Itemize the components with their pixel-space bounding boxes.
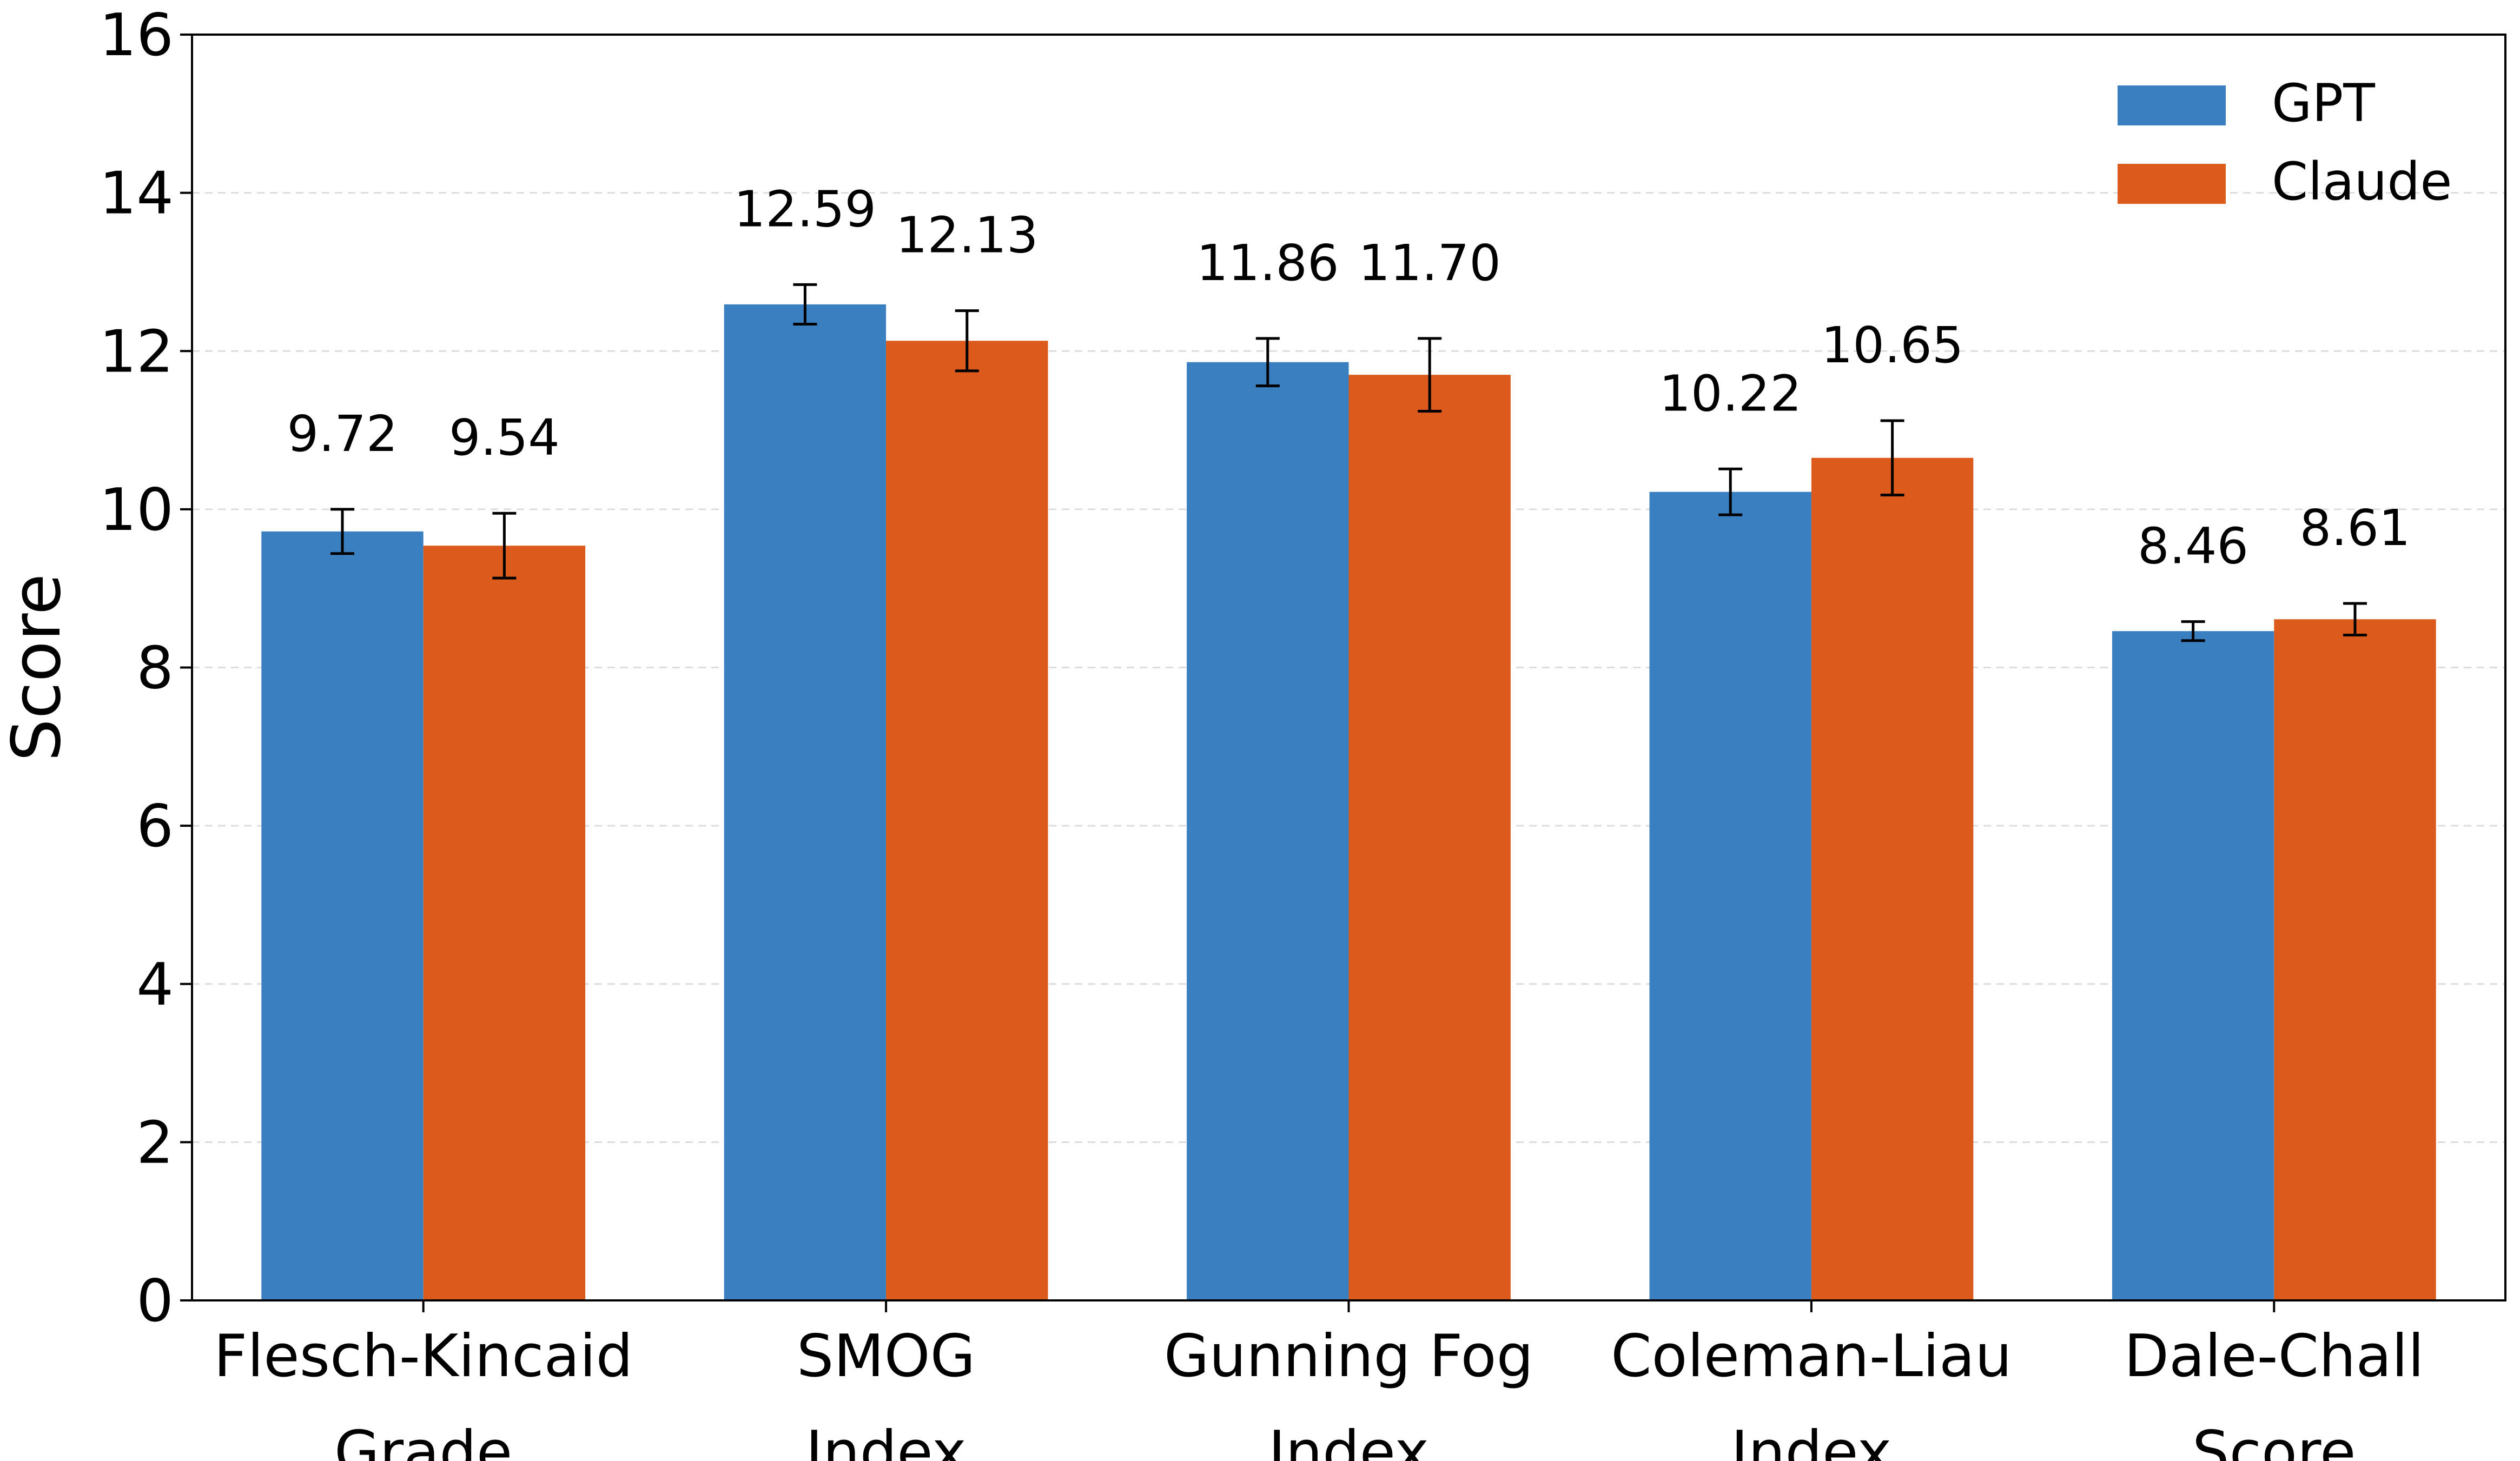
- y-axis-label: Score: [0, 574, 76, 761]
- legend-swatch-claude: [2118, 164, 2226, 204]
- value-label: 8.61: [2300, 499, 2411, 557]
- bar-gpt: [724, 304, 887, 1301]
- x-tick-label: Dale-Chall: [2124, 1323, 2424, 1390]
- legend: GPT Claude: [2118, 73, 2452, 212]
- x-tick-label: Index: [805, 1419, 966, 1461]
- error-bars: [330, 283, 2367, 642]
- value-label: 11.70: [1358, 234, 1500, 292]
- y-tick-label: 8: [136, 635, 174, 702]
- bars: [261, 304, 2436, 1301]
- y-tick-label: 14: [100, 160, 174, 228]
- bar-claude: [886, 341, 1048, 1300]
- x-tick-label: Flesch-Kincaid: [214, 1323, 633, 1390]
- y-tick-label: 12: [100, 318, 174, 386]
- value-label: 11.86: [1196, 234, 1339, 292]
- y-axis-ticks: 0 2 4 6 8 10 12 14 16: [100, 2, 192, 1335]
- bar-claude: [2274, 619, 2436, 1300]
- value-label: 12.13: [896, 207, 1038, 264]
- x-tick-label: Score: [2192, 1419, 2356, 1461]
- y-tick-label: 2: [136, 1109, 174, 1177]
- y-tick-label: 4: [136, 951, 174, 1019]
- legend-label: GPT: [2272, 73, 2375, 134]
- bar-claude: [1348, 375, 1511, 1300]
- x-tick-label: Gunning Fog: [1164, 1323, 1533, 1390]
- y-tick-label: 10: [100, 476, 174, 544]
- value-label: 8.46: [2138, 517, 2248, 575]
- legend-label: Claude: [2272, 151, 2452, 212]
- bar-claude: [423, 546, 586, 1301]
- x-tick-label: Grade: [334, 1419, 512, 1461]
- value-label: 9.54: [449, 409, 560, 467]
- x-tick-label: Coleman-Liau: [1611, 1323, 2012, 1390]
- bar-gpt: [2112, 631, 2274, 1300]
- x-tick-label: SMOG: [797, 1323, 975, 1390]
- y-tick-label: 6: [136, 793, 174, 860]
- value-label: 10.22: [1659, 364, 1802, 422]
- value-labels: 9.72 9.54 12.59 12.13 11.86 11.70 10.22 10.65 8.…: [287, 180, 2411, 575]
- value-label: 9.72: [287, 405, 398, 463]
- bar-gpt: [261, 531, 424, 1300]
- bar-claude: [1811, 457, 1974, 1300]
- x-tick-label: Index: [1731, 1419, 1891, 1461]
- x-axis-ticks: Flesch-Kincaid Grade SMOG Index Gunning Fog I…: [214, 1300, 2424, 1461]
- bar-gpt: [1649, 492, 1811, 1300]
- legend-swatch-gpt: [2118, 85, 2226, 125]
- value-label: 12.59: [734, 180, 876, 238]
- bar-gpt: [1187, 362, 1349, 1300]
- y-tick-label: 0: [136, 1267, 174, 1335]
- value-label: 10.65: [1821, 316, 1963, 374]
- y-tick-label: 16: [100, 2, 174, 69]
- x-tick-label: Index: [1268, 1419, 1429, 1461]
